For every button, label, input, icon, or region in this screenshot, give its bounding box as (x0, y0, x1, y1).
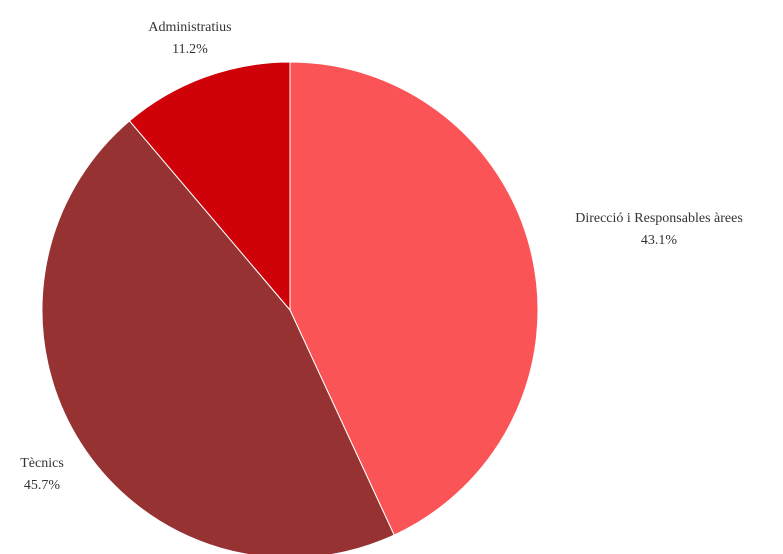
slice-label-2: Tècnics (20, 456, 64, 471)
slice-value-label-2: 45.7% (24, 478, 61, 493)
pie-slice-1 (289, 61, 539, 536)
slice-value-label-3: 11.2% (172, 42, 208, 57)
slice-label-3: Administratius (148, 20, 231, 35)
slice-value-label-1: 43.1% (641, 233, 678, 248)
slice-label-1: Direcció i Responsables àrees (575, 211, 743, 226)
pie-labels: Direcció i Responsables àrees 43.1% Tècnic… (20, 20, 743, 493)
pie-slice-2 (41, 120, 395, 554)
pie-slice-3 (128, 61, 291, 312)
pie-slices (41, 61, 539, 554)
